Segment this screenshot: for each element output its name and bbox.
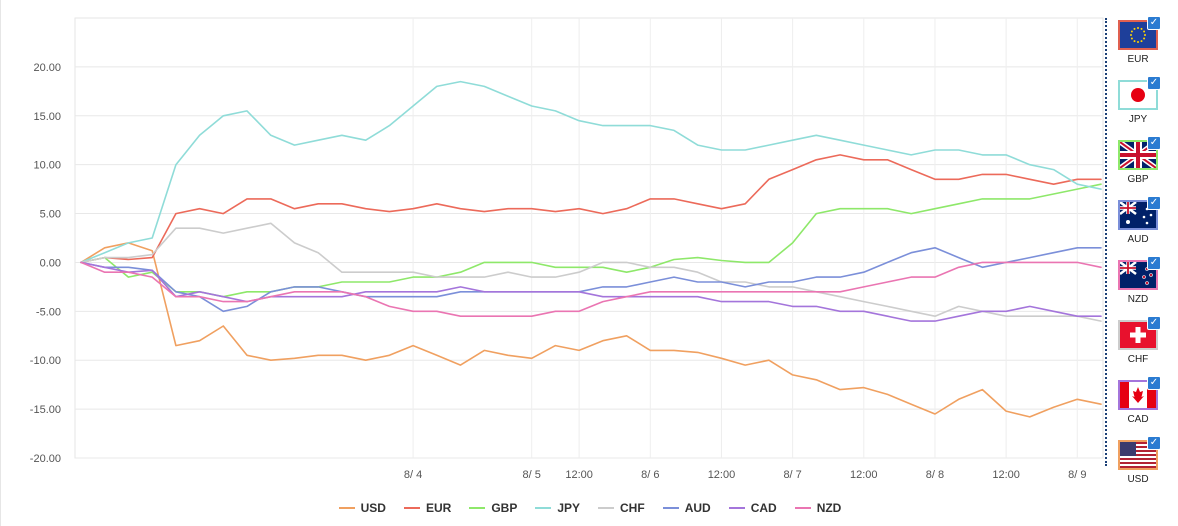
legend-label: NZD <box>816 501 842 515</box>
checkbox-checked-icon[interactable]: ✓ <box>1147 136 1161 150</box>
series-line-aud <box>80 247 1102 313</box>
legend-swatch <box>598 507 615 509</box>
australia-flag-icon <box>1118 200 1158 230</box>
x-tick-label: 8/ 9 <box>1068 469 1086 481</box>
legend-item-jpy[interactable]: JPY <box>535 501 580 515</box>
legend-label: CAD <box>750 501 777 515</box>
chart-legend: USD EUR GBP JPY CHF AUD CAD NZD <box>1 498 1178 518</box>
y-tick-label: -10.00 <box>30 355 61 367</box>
series-line-jpy <box>80 80 1102 264</box>
legend-swatch <box>403 507 420 509</box>
legend-item-usd[interactable]: USD <box>338 501 386 515</box>
checkbox-checked-icon[interactable]: ✓ <box>1147 376 1161 390</box>
currency-toggle-usd[interactable]: ✓ USD <box>1115 436 1163 494</box>
x-tick-label: 8/ 6 <box>641 469 659 481</box>
legend-swatch <box>794 507 811 509</box>
legend-item-cad[interactable]: CAD <box>728 501 777 515</box>
currency-code-label: JPY <box>1128 114 1148 125</box>
legend-item-gbp[interactable]: GBP <box>469 501 517 515</box>
currency-toggle-jpy[interactable]: ✓ JPY <box>1115 76 1163 134</box>
y-tick-label: -20.00 <box>30 453 61 465</box>
y-tick-label: -15.00 <box>30 404 61 416</box>
currency-toggle-gbp[interactable]: ✓ GBP <box>1115 136 1163 194</box>
series-line-usd <box>80 242 1102 418</box>
x-tick-label: 12:00 <box>708 469 736 481</box>
legend-label: USD <box>360 501 386 515</box>
series-line-chf <box>80 222 1102 322</box>
checkbox-checked-icon[interactable]: ✓ <box>1147 16 1161 30</box>
legend-item-aud[interactable]: AUD <box>662 501 711 515</box>
legend-label: AUD <box>684 501 711 515</box>
x-tick-label: 12:00 <box>850 469 878 481</box>
legend-swatch <box>728 507 745 509</box>
currency-toggle-cad[interactable]: ✓ CAD <box>1115 376 1163 434</box>
series-line-eur <box>80 154 1102 264</box>
y-tick-label: 5.00 <box>40 209 61 221</box>
usa-flag-icon <box>1118 440 1158 470</box>
legend-swatch <box>469 507 486 509</box>
currency-code-label: EUR <box>1127 54 1149 65</box>
currency-code-label: CHF <box>1127 354 1149 365</box>
x-tick-label: 12:00 <box>565 469 593 481</box>
legend-label: EUR <box>425 501 452 515</box>
checkbox-checked-icon[interactable]: ✓ <box>1147 256 1161 270</box>
legend-item-nzd[interactable]: NZD <box>794 501 842 515</box>
plot-area <box>74 17 1104 459</box>
series-line-nzd <box>80 261 1102 318</box>
legend-label: CHF <box>620 501 645 515</box>
currency-code-label: USD <box>1127 474 1149 485</box>
checkbox-checked-icon[interactable]: ✓ <box>1147 436 1161 450</box>
y-tick-label: 15.00 <box>33 111 61 123</box>
currency-toggle-aud[interactable]: ✓ AUD <box>1115 196 1163 254</box>
currency-code-label: CAD <box>1127 414 1149 425</box>
legend-label: JPY <box>557 501 581 515</box>
switzerland-flag-icon <box>1118 320 1158 350</box>
checkbox-checked-icon[interactable]: ✓ <box>1147 316 1161 330</box>
currency-toggle-eur[interactable]: ✓ EUR <box>1115 16 1163 74</box>
sidebar-divider <box>1105 18 1107 466</box>
x-tick-label: 8/ 8 <box>926 469 944 481</box>
x-tick-label: 8/ 5 <box>523 469 541 481</box>
currency-code-label: GBP <box>1127 174 1149 185</box>
legend-item-eur[interactable]: EUR <box>403 501 452 515</box>
currency-code-label: AUD <box>1127 234 1149 245</box>
legend-label: GBP <box>491 501 518 515</box>
legend-item-chf[interactable]: CHF <box>598 501 645 515</box>
x-tick-label: 8/ 4 <box>404 469 422 481</box>
currency-toggle-chf[interactable]: ✓ CHF <box>1115 316 1163 374</box>
y-tick-label: -5.00 <box>36 306 61 318</box>
y-tick-label: 20.00 <box>33 62 61 74</box>
currency-toggle-nzd[interactable]: ✓ NZD <box>1115 256 1163 314</box>
y-tick-label: 10.00 <box>33 160 61 172</box>
legend-swatch <box>662 507 679 509</box>
legend-swatch <box>535 507 552 509</box>
legend-swatch <box>338 507 355 509</box>
y-tick-label: 0.00 <box>40 257 61 269</box>
checkbox-checked-icon[interactable]: ✓ <box>1147 76 1161 90</box>
currency-code-label: NZD <box>1127 294 1149 305</box>
canada-flag-icon <box>1118 380 1158 410</box>
x-tick-label: 8/ 7 <box>783 469 801 481</box>
x-tick-label: 12:00 <box>992 469 1020 481</box>
checkbox-checked-icon[interactable]: ✓ <box>1147 196 1161 210</box>
